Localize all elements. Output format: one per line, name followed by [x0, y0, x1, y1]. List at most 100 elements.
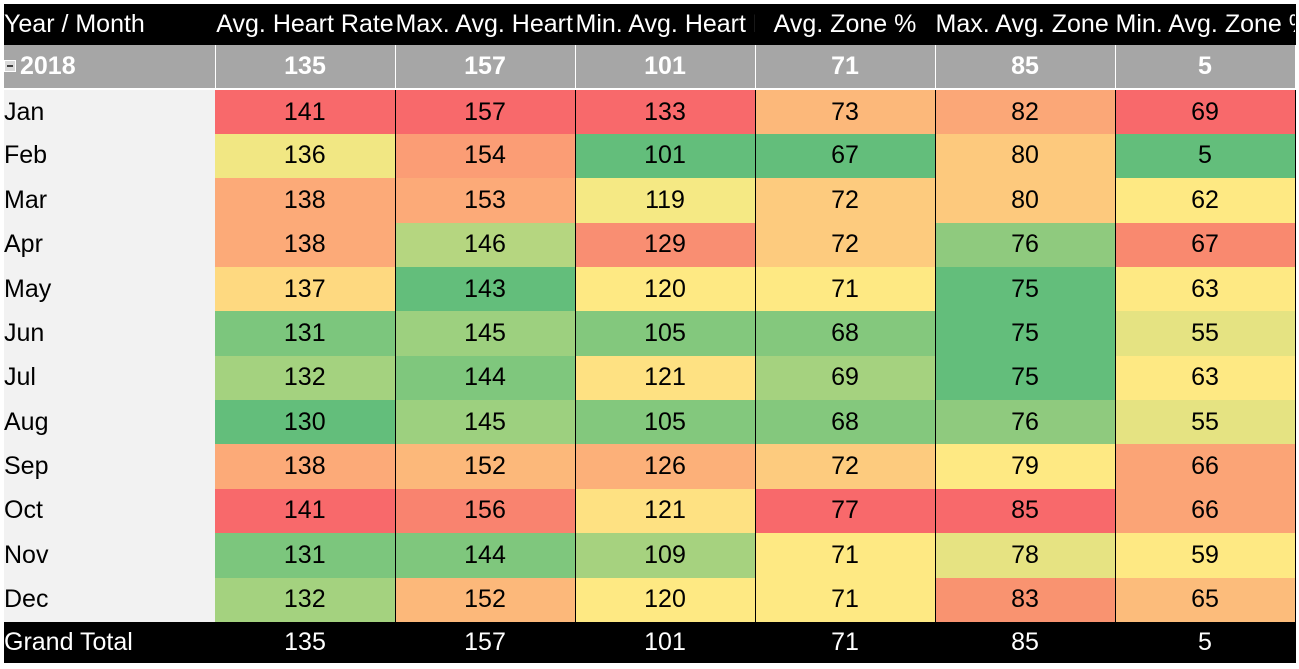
table-cell[interactable]: 76: [935, 400, 1116, 445]
table-cell[interactable]: 131: [215, 311, 396, 356]
table-cell[interactable]: 133: [575, 89, 756, 134]
table-cell[interactable]: 75: [935, 311, 1116, 356]
table-cell[interactable]: 75: [935, 355, 1116, 400]
table-cell[interactable]: 67: [1115, 222, 1296, 267]
table-cell[interactable]: 121: [575, 488, 756, 534]
column-header-max-avg-zone-pct[interactable]: Max. Avg. Zone %: [935, 4, 1116, 45]
column-header-min-avg-heart-rate[interactable]: Min. Avg. Heart Rate: [575, 4, 756, 45]
table-cell[interactable]: 145: [395, 400, 576, 445]
table-cell[interactable]: 63: [1115, 355, 1296, 400]
year-value-cell[interactable]: 85: [935, 45, 1116, 91]
table-cell[interactable]: 129: [575, 222, 756, 267]
table-cell[interactable]: 78: [935, 533, 1116, 578]
year-row-label-cell[interactable]: 2018: [4, 45, 216, 91]
table-cell[interactable]: 138: [215, 444, 396, 489]
table-cell[interactable]: 130: [215, 400, 396, 445]
table-cell[interactable]: 157: [395, 89, 576, 134]
table-cell[interactable]: 66: [1115, 444, 1296, 489]
year-value-cell[interactable]: 71: [755, 45, 936, 91]
grand-total-label[interactable]: Grand Total: [4, 622, 216, 663]
year-value-cell[interactable]: 101: [575, 45, 756, 91]
table-cell[interactable]: 141: [215, 89, 396, 134]
month-label[interactable]: Sep: [4, 444, 215, 489]
table-cell[interactable]: 120: [575, 577, 756, 622]
table-cell[interactable]: 119: [575, 178, 756, 223]
table-cell[interactable]: 76: [935, 222, 1116, 267]
table-cell[interactable]: 55: [1115, 311, 1296, 356]
table-cell[interactable]: 105: [575, 400, 756, 445]
table-cell[interactable]: 72: [755, 444, 936, 489]
month-label[interactable]: Nov: [4, 533, 215, 578]
table-cell[interactable]: 145: [395, 311, 576, 356]
column-header-max-avg-heart-rate[interactable]: Max. Avg. Heart Rate: [395, 4, 576, 45]
table-cell[interactable]: 132: [215, 355, 396, 400]
table-cell[interactable]: 62: [1115, 178, 1296, 223]
table-cell[interactable]: 143: [395, 266, 576, 312]
grand-total-cell[interactable]: 5: [1115, 622, 1296, 663]
month-label[interactable]: Jul: [4, 355, 215, 400]
month-label[interactable]: Jan: [4, 89, 215, 134]
table-cell[interactable]: 146: [395, 222, 576, 267]
grand-total-cell[interactable]: 157: [395, 622, 576, 663]
table-cell[interactable]: 132: [215, 577, 396, 622]
table-cell[interactable]: 66: [1115, 488, 1296, 534]
table-cell[interactable]: 72: [755, 222, 936, 267]
table-cell[interactable]: 5: [1115, 133, 1296, 179]
table-cell[interactable]: 69: [755, 355, 936, 400]
table-cell[interactable]: 144: [395, 533, 576, 578]
table-cell[interactable]: 71: [755, 533, 936, 578]
table-cell[interactable]: 85: [935, 488, 1116, 534]
month-label[interactable]: Jun: [4, 311, 215, 356]
month-label[interactable]: Feb: [4, 133, 215, 179]
column-header-avg-heart-rate[interactable]: Avg. Heart Rate: [215, 4, 396, 45]
table-cell[interactable]: 55: [1115, 400, 1296, 445]
table-cell[interactable]: 63: [1115, 266, 1296, 312]
table-cell[interactable]: 153: [395, 178, 576, 223]
month-label[interactable]: Apr: [4, 222, 215, 267]
month-label[interactable]: Aug: [4, 400, 215, 445]
column-header-year-month[interactable]: Year / Month: [4, 4, 216, 45]
table-cell[interactable]: 154: [395, 133, 576, 179]
table-cell[interactable]: 72: [755, 178, 936, 223]
table-cell[interactable]: 136: [215, 133, 396, 179]
year-value-cell[interactable]: 5: [1115, 45, 1296, 91]
table-cell[interactable]: 65: [1115, 577, 1296, 622]
table-cell[interactable]: 144: [395, 355, 576, 400]
grand-total-cell[interactable]: 85: [935, 622, 1116, 663]
month-label[interactable]: Oct: [4, 488, 215, 534]
table-cell[interactable]: 71: [755, 577, 936, 622]
table-cell[interactable]: 121: [575, 355, 756, 400]
table-cell[interactable]: 156: [395, 488, 576, 534]
table-cell[interactable]: 101: [575, 133, 756, 179]
month-label[interactable]: Mar: [4, 178, 215, 223]
table-cell[interactable]: 69: [1115, 89, 1296, 134]
table-cell[interactable]: 71: [755, 266, 936, 312]
table-cell[interactable]: 138: [215, 222, 396, 267]
month-label[interactable]: May: [4, 266, 215, 312]
table-cell[interactable]: 77: [755, 488, 936, 534]
table-cell[interactable]: 152: [395, 444, 576, 489]
table-cell[interactable]: 126: [575, 444, 756, 489]
table-cell[interactable]: 109: [575, 533, 756, 578]
table-cell[interactable]: 83: [935, 577, 1116, 622]
table-cell[interactable]: 73: [755, 89, 936, 134]
table-cell[interactable]: 141: [215, 488, 396, 534]
table-cell[interactable]: 120: [575, 266, 756, 312]
table-cell[interactable]: 79: [935, 444, 1116, 489]
table-cell[interactable]: 152: [395, 577, 576, 622]
column-header-avg-zone-pct[interactable]: Avg. Zone %: [755, 4, 936, 45]
column-header-min-avg-zone-pct[interactable]: Min. Avg. Zone %: [1115, 4, 1296, 45]
grand-total-cell[interactable]: 135: [215, 622, 396, 663]
month-label[interactable]: Dec: [4, 577, 215, 622]
collapse-icon[interactable]: [4, 59, 16, 72]
table-cell[interactable]: 59: [1115, 533, 1296, 578]
table-cell[interactable]: 137: [215, 266, 396, 312]
table-cell[interactable]: 105: [575, 311, 756, 356]
year-value-cell[interactable]: 135: [215, 45, 396, 91]
table-cell[interactable]: 80: [935, 178, 1116, 223]
grand-total-cell[interactable]: 71: [755, 622, 936, 663]
table-cell[interactable]: 75: [935, 266, 1116, 312]
table-cell[interactable]: 68: [755, 311, 936, 356]
grand-total-cell[interactable]: 101: [575, 622, 756, 663]
table-cell[interactable]: 131: [215, 533, 396, 578]
